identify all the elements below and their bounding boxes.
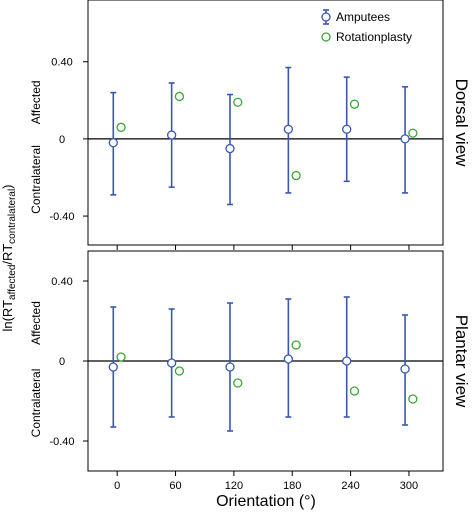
y-tick-label: -0.40 [49,211,74,223]
point-rotationplasty [116,352,126,362]
panel-title: Plantar view [452,315,471,408]
point-amputees [108,138,118,148]
point-rotationplasty [174,91,185,102]
y-tick-label: 0 [59,134,65,146]
point-amputees [342,356,352,366]
legend-marker [321,12,331,22]
point-amputees [225,362,235,372]
plot-frame [87,0,444,246]
y-axis-label-suffix: ) [0,184,15,188]
point-rotationplasty [233,378,243,388]
side-label-contralateral: Contralateral [29,145,43,214]
point-rotationplasty [233,97,243,107]
x-tick-label: 180 [283,480,301,492]
y-axis-label-mid: /RT [0,244,15,265]
point-amputees [342,124,352,134]
y-axis-label-sub1: affected [7,265,18,300]
point-amputees [400,134,410,144]
point-amputees [283,354,294,364]
y-axis-label-sub2: contralateral [7,189,18,244]
point-rotationplasty [349,99,360,109]
panel-dorsal: 0.40 0 -0.40 Affected Contralateral Dorsal vi… [29,0,471,250]
legend-label: Rotationplasty [336,30,412,44]
point-amputees [166,358,177,368]
x-tick-label: 240 [341,480,359,492]
point-amputees [283,124,294,134]
point-rotationplasty [408,128,418,138]
y-tick-label: 0.40 [51,57,72,69]
y-tick-label: 0.40 [51,276,72,288]
x-tick-label: 60 [169,480,181,492]
panel-title: Dorsal view [452,79,471,168]
point-amputees [108,362,118,372]
side-label-affected: Affected [29,301,43,345]
panel-plantar: 0.40 0 -0.40 0 60 120 180 240 300 Affected Contral… [29,250,471,492]
point-amputees [166,130,177,140]
y-axis-label: ln(RTaffected/RTcontralateral) [0,184,18,331]
point-rotationplasty [408,394,418,404]
x-tick-label: 0 [114,480,120,492]
y-tick-label: -0.40 [49,436,74,448]
point-rotationplasty [174,366,185,376]
side-label-contralateral: Contralateral [29,369,43,438]
y-tick-label: 0 [59,356,65,368]
point-rotationplasty [291,340,301,350]
legend-marker [321,32,331,42]
side-label-affected: Affected [29,80,43,124]
x-tick-label: 120 [225,480,243,492]
x-tick-label: 300 [400,480,418,492]
point-amputees [225,143,235,154]
point-amputees [400,364,410,374]
point-rotationplasty [349,386,360,396]
legend-label: Amputees [336,10,390,24]
point-rotationplasty [291,170,301,181]
x-axis-label: Orientation (°) [216,493,316,510]
point-rotationplasty [116,122,126,132]
y-axis-label-prefix: ln(RT [0,300,15,332]
